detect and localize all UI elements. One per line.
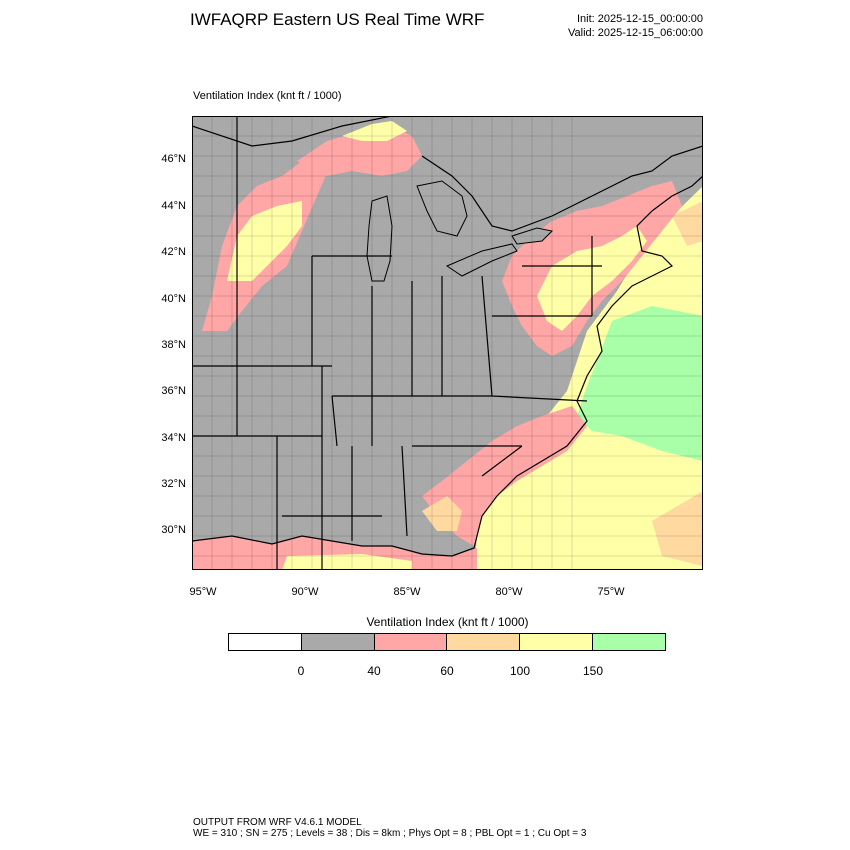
lake-michigan xyxy=(366,195,393,282)
lat-tick-32: 32°N xyxy=(161,478,186,490)
canada-border xyxy=(192,116,703,232)
atlantic-orange-2 xyxy=(652,491,703,566)
lat-tick-34: 34°N xyxy=(161,432,186,444)
field-label: Ventilation Index (knt ft / 1000) xyxy=(193,90,342,102)
state-lines xyxy=(192,116,602,570)
coastline xyxy=(192,175,703,557)
legend-swatch xyxy=(593,634,665,650)
lat-tick-38: 38°N xyxy=(161,339,186,351)
valid-time: Valid: 2025-12-15_06:00:00 xyxy=(568,27,703,39)
lat-tick-46: 46°N xyxy=(161,153,186,165)
legend-swatch xyxy=(301,634,375,650)
ventilation-index-map xyxy=(192,116,703,570)
legend-swatch xyxy=(447,634,521,650)
lat-tick-40: 40°N xyxy=(161,293,186,305)
legend-swatch xyxy=(229,634,302,650)
atlantic-green xyxy=(577,306,703,461)
legend-label: Ventilation Index (knt ft / 1000) xyxy=(366,615,529,629)
lon-tick-95: 95°W xyxy=(189,586,217,598)
model-output-line: OUTPUT FROM WRF V4.6.1 MODEL xyxy=(193,817,362,828)
legend-tick-60: 60 xyxy=(440,664,454,678)
legend-swatch xyxy=(520,634,594,650)
lat-tick-36: 36°N xyxy=(161,385,186,397)
legend-swatch xyxy=(374,634,448,650)
lake-huron xyxy=(416,180,468,237)
midwest-yellow xyxy=(227,201,302,281)
legend-tick-100: 100 xyxy=(509,664,531,678)
lon-tick-85: 85°W xyxy=(393,586,421,598)
color-legend xyxy=(228,633,666,651)
atlantic-orange xyxy=(672,201,703,246)
map-title: IWFAQRP Eastern US Real Time WRF xyxy=(190,10,485,29)
legend-tick-40: 40 xyxy=(367,664,381,678)
lon-tick-75: 75°W xyxy=(597,586,625,598)
lat-tick-44: 44°N xyxy=(161,200,186,212)
lat-tick-42: 42°N xyxy=(161,246,186,258)
lat-tick-30: 30°N xyxy=(161,524,186,536)
gulf-yellow xyxy=(282,554,412,570)
legend-tick-150: 150 xyxy=(582,664,604,678)
legend-tick-0: 0 xyxy=(297,664,305,678)
init-time: Init: 2025-12-15_00:00:00 xyxy=(577,13,703,25)
lon-tick-80: 80°W xyxy=(495,586,523,598)
model-config-line: WE = 310 ; SN = 275 ; Levels = 38 ; Dis … xyxy=(193,828,587,839)
atlantic-yellow xyxy=(474,186,703,570)
lon-tick-90: 90°W xyxy=(291,586,319,598)
